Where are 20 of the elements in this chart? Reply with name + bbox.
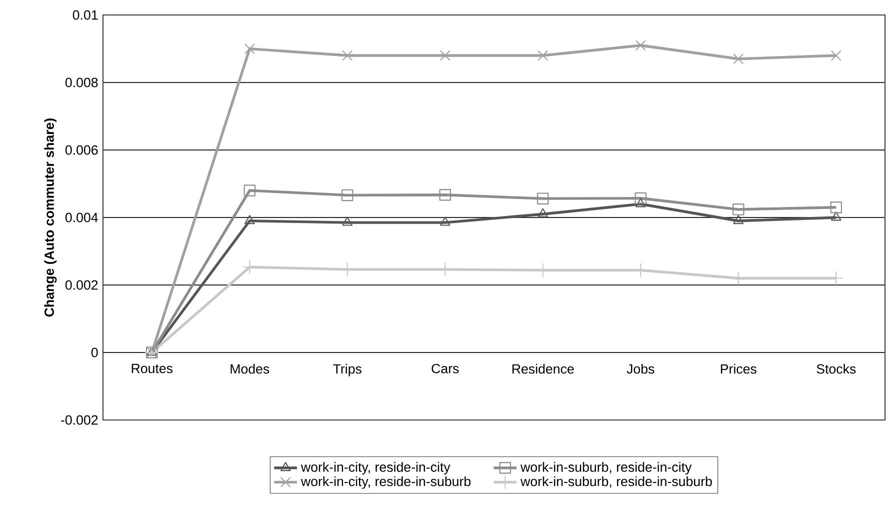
y-tick-label: 0 [91, 348, 98, 358]
y-tick-label: 0.01 [72, 10, 98, 20]
x-tick-label: Modes [230, 364, 270, 374]
y-tick-label: 0.006 [65, 145, 98, 155]
x-tick-label: Stocks [816, 364, 856, 374]
y-tick-label: -0.002 [61, 415, 98, 425]
y-tick-label: 0.004 [65, 212, 98, 222]
x-tick-label: Routes [132, 364, 173, 374]
x-tick-label: Jobs [626, 364, 654, 374]
legend-label: work-in-suburb, reside-in-suburb [520, 476, 712, 488]
y-tick-label: 0.002 [65, 280, 98, 290]
x-tick-label: Prices [720, 364, 756, 374]
y-tick-label: 0.008 [65, 78, 98, 88]
x-tick-label: Trips [333, 364, 362, 376]
legend-label: work-in-suburb, reside-in-city [520, 462, 692, 474]
y-axis-title: Change (Auto commuter share) [44, 118, 57, 317]
legend-label: work-in-city, reside-in-city [300, 462, 450, 474]
x-tick-label: Cars [432, 364, 459, 374]
legend-label: work-in-city, reside-in-suburb [300, 476, 471, 489]
x-tick-label: Residence [512, 364, 574, 374]
